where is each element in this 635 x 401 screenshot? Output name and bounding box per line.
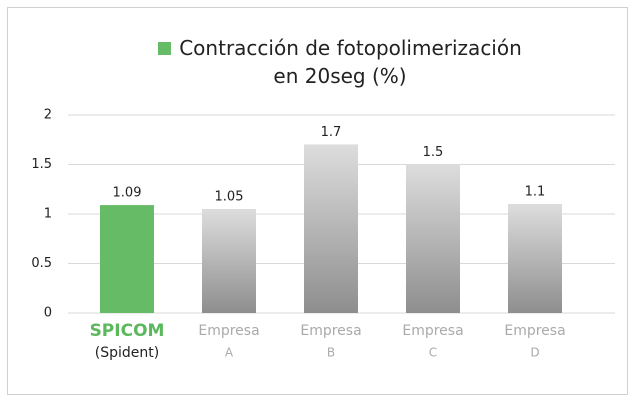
- x-tick-label: Empresa: [402, 323, 463, 339]
- bar-shading: [202, 209, 256, 313]
- frame: [7, 7, 628, 395]
- bar: [100, 205, 154, 313]
- legend-label: Contracción de fotopolimerización en 20s…: [179, 36, 522, 88]
- x-tick-label: (Spident): [95, 345, 159, 361]
- x-tick-label: A: [225, 346, 234, 360]
- x-tick-label: SPICOM: [90, 321, 165, 341]
- legend: Contracción de fotopolimerización en 20s…: [150, 34, 530, 90]
- legend-swatch: [158, 42, 172, 55]
- x-tick-label: B: [327, 346, 335, 360]
- value-label: 1.05: [215, 190, 244, 205]
- bar-shading: [304, 144, 358, 313]
- bar-shading: [406, 164, 460, 313]
- value-label: 1.1: [525, 185, 546, 200]
- value-label: 1.5: [423, 145, 444, 160]
- y-tick-label: 0.5: [31, 256, 52, 271]
- x-tick-label: Empresa: [504, 323, 565, 339]
- y-tick-label: 0: [44, 306, 52, 321]
- value-label: 1.7: [321, 125, 342, 140]
- x-tick-label: Empresa: [300, 323, 361, 339]
- x-tick-label: C: [429, 346, 437, 360]
- bar-shading: [508, 204, 562, 313]
- x-tick-label: Empresa: [198, 323, 259, 339]
- y-tick-label: 1.5: [31, 157, 52, 172]
- value-label: 1.09: [113, 186, 142, 201]
- y-tick-label: 2: [44, 108, 52, 123]
- x-tick-label: D: [530, 346, 539, 360]
- y-tick-label: 1: [44, 207, 52, 222]
